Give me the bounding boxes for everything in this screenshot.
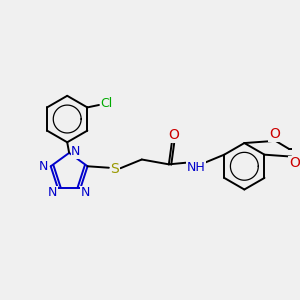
Text: S: S — [110, 162, 119, 176]
Text: O: O — [269, 127, 280, 141]
Text: Cl: Cl — [100, 97, 113, 110]
Text: O: O — [289, 156, 300, 170]
Text: N: N — [81, 186, 90, 199]
Text: O: O — [168, 128, 179, 142]
Text: N: N — [48, 186, 58, 199]
Text: NH: NH — [187, 161, 205, 174]
Text: N: N — [71, 146, 81, 158]
Text: N: N — [38, 160, 48, 173]
